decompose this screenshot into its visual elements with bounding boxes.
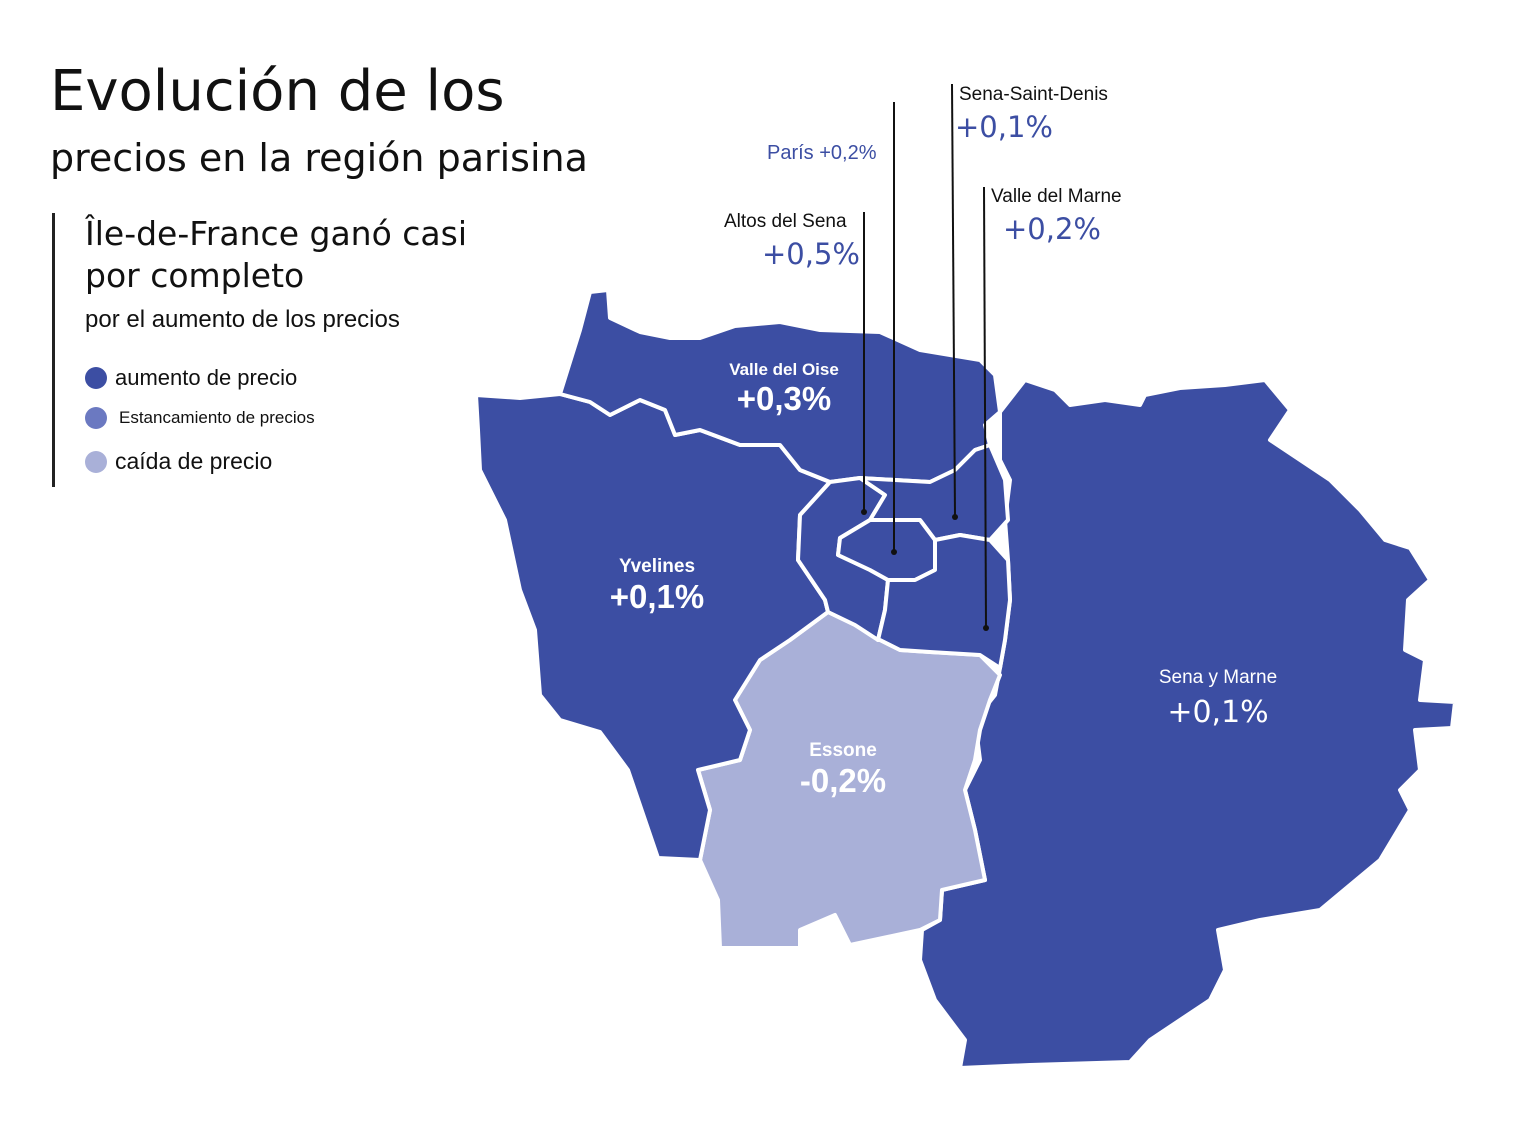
subtitle-line-2: por completo [85, 256, 305, 295]
leader-dot-valle-del-marne [983, 625, 989, 631]
sena-y-marne-value: +0,1% [1167, 695, 1269, 730]
sena-y-marne-name: Sena y Marne [1158, 667, 1278, 688]
callout-altos-del-sena-value: +0,5% [762, 237, 860, 271]
leader-dot-altos-del-sena [861, 509, 867, 515]
legend-item-increase: aumento de precio [85, 365, 297, 391]
legend-label-stagnation: Estancamiento de precios [119, 408, 315, 427]
label-sena-y-marne: Sena y Marne +0,1% [1159, 667, 1277, 730]
callout-sena-saint-denis: Sena-Saint-Denis +0,1% [955, 84, 1108, 144]
callout-sena-saint-denis-name: Sena-Saint-Denis [959, 84, 1108, 105]
legend-item-stagnation: Estancamiento de precios [85, 407, 315, 429]
label-essone: Essone -0,2% [800, 740, 886, 800]
callout-valle-del-marne-name: Valle del Marne [991, 186, 1122, 207]
legend-dot-increase [85, 367, 107, 389]
subtitle-line-1: Île-de-France ganó casi [85, 214, 467, 253]
leader-line-valle-del-marne [983, 186, 987, 629]
region-valle-del-marne [876, 533, 1012, 670]
valle-del-oise-name: Valle del Oise [729, 360, 839, 379]
essone-name: Essone [809, 740, 877, 761]
label-yvelines: Yvelines +0,1% [610, 556, 705, 616]
valle-del-oise-value: +0,3% [736, 380, 832, 417]
info-panel: Île-de-France ganó casi por completo por… [52, 213, 467, 487]
map-title: Evolución de los [50, 59, 505, 124]
legend-label-increase: aumento de precio [115, 365, 298, 390]
leader-dot-sena-saint-denis [952, 514, 958, 520]
legend-item-decrease: caída de precio [85, 448, 272, 475]
leader-dot-paris [891, 549, 897, 555]
label-valle-del-oise: Valle del Oise +0,3% [729, 360, 839, 418]
callout-valle-del-marne-value: +0,2% [1003, 212, 1101, 246]
callout-sena-saint-denis-value: +0,1% [955, 110, 1053, 144]
map-title-line-2: precios en la región parisina [50, 136, 588, 180]
callout-lines [863, 83, 987, 629]
callout-paris: París +0,2% [767, 142, 877, 164]
callout-altos-del-sena-name: Altos del Sena [724, 211, 847, 232]
essone-value: -0,2% [799, 762, 887, 799]
legend-dot-stagnation [85, 407, 107, 429]
legend-dot-decrease [85, 450, 107, 473]
callout-valle-del-marne: Valle del Marne +0,2% [991, 186, 1122, 246]
callout-altos-del-sena: Altos del Sena +0,5% [724, 211, 860, 271]
leader-line-sena-saint-denis [951, 83, 956, 518]
subtitle-line-3: por el aumento de los precios [85, 306, 400, 333]
yvelines-value: +0,1% [609, 578, 705, 615]
yvelines-name: Yvelines [618, 556, 696, 577]
legend-label-decrease: caída de precio [115, 448, 273, 474]
